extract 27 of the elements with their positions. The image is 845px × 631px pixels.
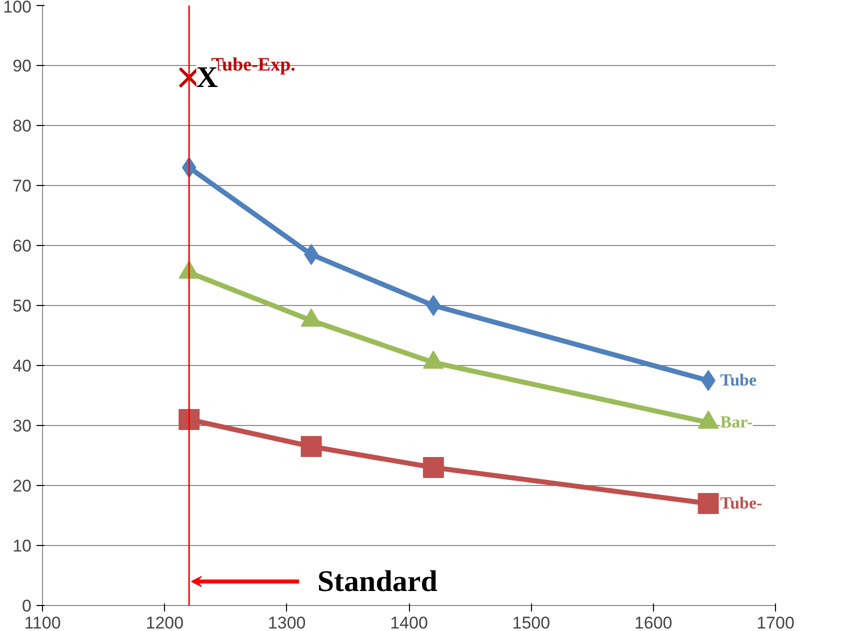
x-tick-label: 1700 [756,614,794,631]
y-tick-label: 0 [22,596,32,616]
y-tick-label: 100 [3,0,32,16]
series-label: Tube- [720,494,763,512]
point [422,457,444,478]
y-tick-label: 50 [12,296,32,316]
y-tick-label: 60 [12,236,32,256]
point [698,493,719,514]
point [426,295,441,316]
y-tick-label: 70 [12,176,32,196]
x-tick-label: 1500 [512,614,550,631]
y-tick-label: 20 [12,476,32,496]
x-tick-label: 1200 [146,614,184,631]
x-tick-label: 1300 [268,614,306,631]
series-label: Tube [720,370,757,390]
series-label: Bar- [720,412,754,432]
y-tick-label: 40 [12,356,32,376]
y-tick-label: 90 [12,56,32,76]
y-tick-label: 10 [12,536,32,556]
y-tick-label: 30 [12,416,32,436]
x-tick-label: 1400 [390,614,428,631]
point [178,409,200,430]
point [300,436,322,457]
ref-line-label: Standard [317,565,438,598]
x-tick-label: 1600 [634,614,672,631]
y-tick-label: 80 [12,116,32,136]
x-tick-label: 1100 [24,614,61,631]
